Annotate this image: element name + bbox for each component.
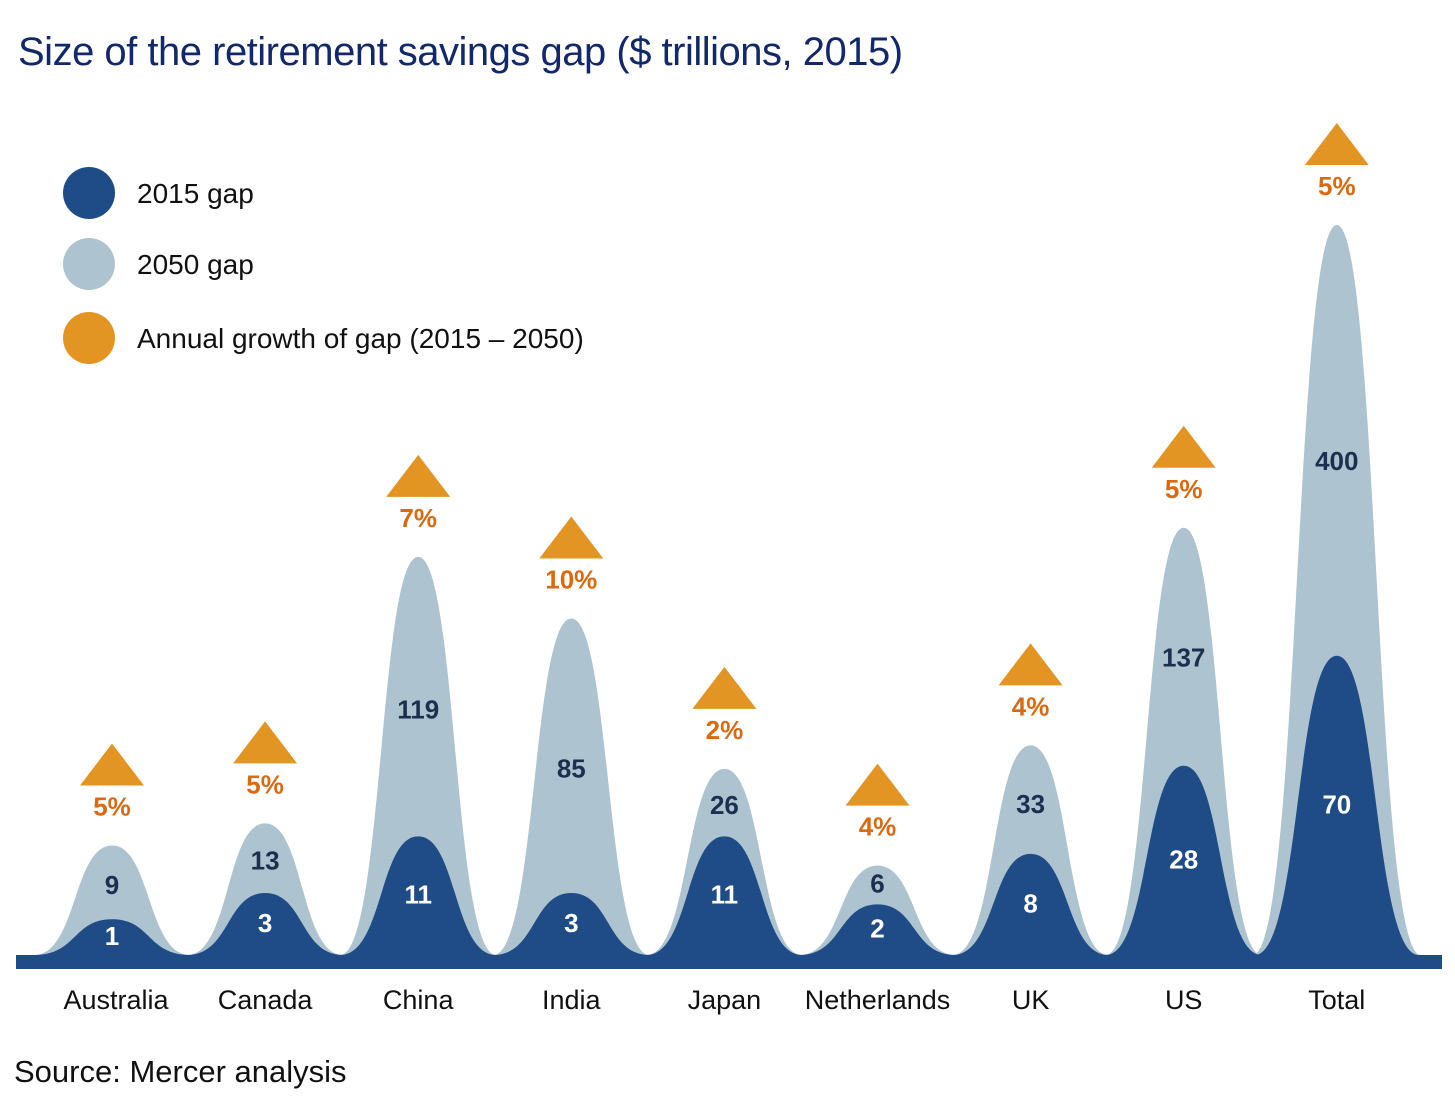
value-2015-india: 3	[564, 908, 578, 938]
growth-triangle-total	[1304, 123, 1369, 165]
growth-triangle-netherlands	[845, 763, 910, 806]
bump-2015-uk	[952, 853, 1109, 955]
bump-2050-canada	[187, 823, 344, 955]
growth-triangle-india	[539, 516, 604, 559]
growth-triangle-china	[386, 454, 451, 497]
growth-label-canada: 5%	[246, 769, 284, 799]
bump-2015-total	[1254, 655, 1419, 955]
source-note: Source: Mercer analysis	[14, 1054, 347, 1089]
value-2015-canada: 3	[258, 908, 272, 938]
value-2015-china: 11	[404, 880, 432, 910]
growth-label-japan: 2%	[706, 715, 744, 745]
growth-label-uk: 4%	[1012, 691, 1050, 721]
bump-2050-china	[340, 556, 497, 955]
category-label-uk: UK	[1012, 985, 1050, 1015]
value-2050-india: 85	[557, 753, 586, 783]
category-label-us: US	[1165, 985, 1203, 1015]
value-2015-japan: 11	[711, 880, 739, 910]
legend-swatch-annual-growth-of-gap-2015-2050	[63, 312, 115, 364]
category-label-india: India	[542, 985, 602, 1015]
growth-label-india: 10%	[545, 564, 597, 594]
legend: 2015 gap 2050 gap Annual growth of gap (20…	[63, 167, 584, 364]
value-2015-total: 70	[1322, 789, 1351, 819]
growth-triangle-us	[1151, 425, 1216, 468]
legend-label-2050-gap: 2050 gap	[137, 249, 254, 280]
value-2015-uk: 8	[1023, 888, 1037, 918]
bump-2050-india	[493, 618, 650, 955]
legend-swatch-2050-gap	[63, 238, 115, 290]
value-2050-australia: 9	[105, 870, 119, 900]
growth-markers: 5% 5% 7% 10% 2% 4% 4% 5% 5%	[80, 123, 1369, 842]
value-2015-us: 28	[1169, 844, 1198, 874]
series-2050-gap	[34, 225, 1421, 955]
category-label-australia: Australia	[63, 985, 169, 1015]
legend-label-annual-growth-of-gap-2015-2050: Annual growth of gap (2015 – 2050)	[137, 323, 584, 354]
bump-2015-japan	[646, 836, 803, 955]
growth-label-china: 7%	[399, 503, 437, 533]
growth-triangle-australia	[80, 743, 144, 786]
series-2015-gap	[34, 655, 1419, 955]
growth-label-us: 5%	[1165, 474, 1203, 504]
bump-2050-uk	[952, 745, 1109, 955]
category-label-total: Total	[1308, 985, 1365, 1015]
value-2050-japan: 26	[710, 790, 739, 820]
value-2050-us: 137	[1162, 643, 1205, 673]
bump-2015-us	[1105, 765, 1262, 955]
value-2050-canada: 13	[251, 846, 280, 876]
bump-2050-australia	[34, 845, 190, 955]
category-label-canada: Canada	[218, 985, 314, 1015]
value-2050-total: 400	[1315, 446, 1358, 476]
chart-title: Size of the retirement savings gap ($ tr…	[18, 30, 903, 74]
bump-2015-india	[493, 893, 650, 955]
category-label-netherlands: Netherlands	[805, 985, 951, 1015]
bump-2015-canada	[187, 893, 344, 955]
category-axis: Australia Canada China India Japan Netherland…	[63, 985, 1365, 1015]
legend-label-2015-gap: 2015 gap	[137, 178, 254, 209]
growth-triangle-canada	[233, 721, 298, 764]
value-2015-australia: 1	[105, 921, 119, 951]
bump-2015-australia	[34, 919, 190, 955]
growth-label-netherlands: 4%	[859, 812, 897, 842]
baseline-band	[16, 955, 1442, 969]
growth-label-total: 5%	[1318, 171, 1356, 201]
value-2015-netherlands: 2	[870, 914, 884, 944]
bump-2050-total	[1252, 225, 1421, 955]
category-label-japan: Japan	[688, 985, 762, 1015]
value-2050-uk: 33	[1016, 789, 1045, 819]
category-label-china: China	[383, 985, 455, 1015]
legend-swatch-2015-gap	[63, 167, 115, 219]
growth-triangle-uk	[998, 643, 1063, 686]
bump-2015-china	[340, 836, 497, 955]
baseline	[16, 955, 1442, 969]
growth-label-australia: 5%	[93, 792, 131, 822]
value-2050-netherlands: 6	[870, 868, 884, 898]
growth-triangle-japan	[692, 666, 757, 709]
value-2050-china: 119	[397, 695, 439, 725]
bump-2050-us	[1105, 527, 1262, 955]
bump-2015-netherlands	[799, 904, 956, 955]
